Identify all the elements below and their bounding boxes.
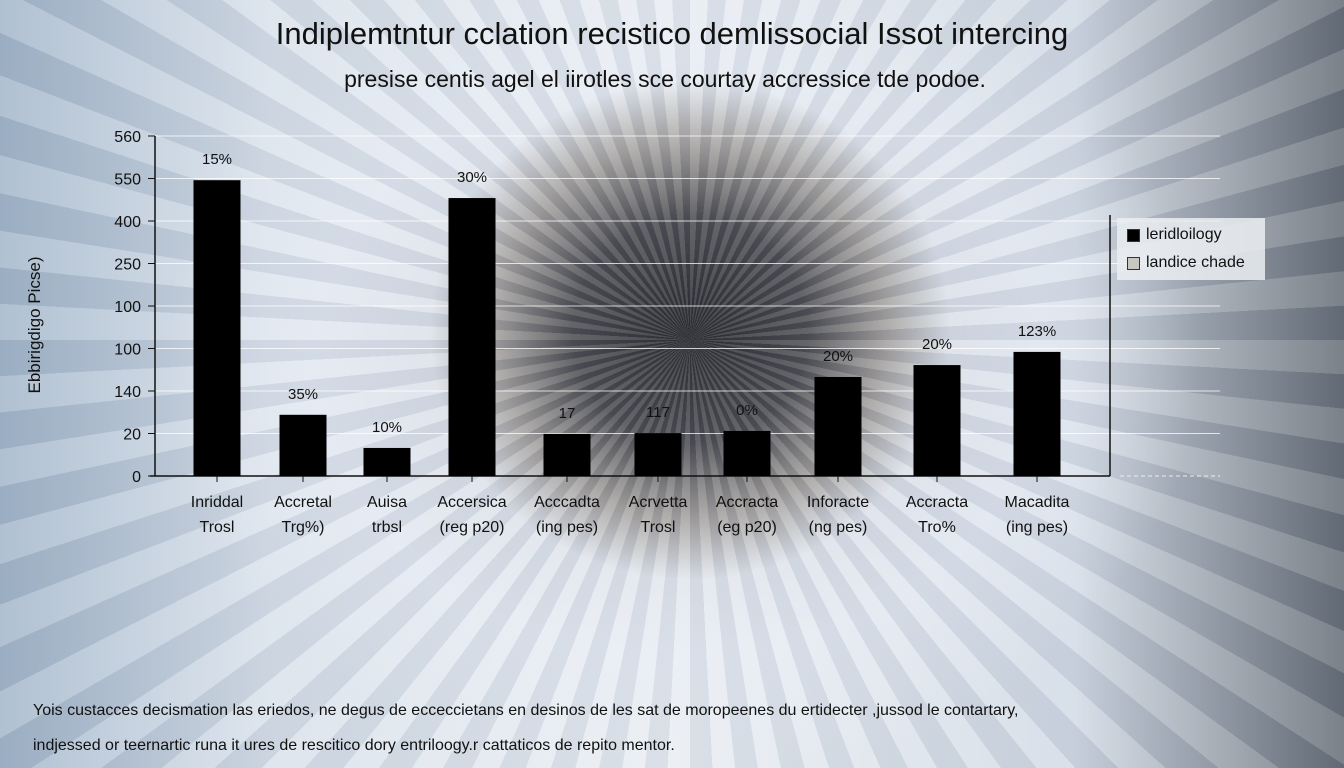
x-tick-label: Acccadta [534, 494, 600, 511]
data-label: 123% [1018, 323, 1056, 340]
x-tick-label: Inriddal [191, 494, 243, 511]
y-tick-label: 100 [114, 299, 141, 316]
x-tick-label: Acrvetta [629, 494, 688, 511]
x-tick-label: Accracta [716, 494, 778, 511]
x-tick-label: Accretal [274, 494, 332, 511]
x-tick-label: Trg%) [282, 519, 325, 536]
y-tick-label: 0 [132, 469, 141, 486]
footer-line: Yois custacces decismation las eriedos, … [33, 702, 1019, 719]
y-tick-label: 250 [114, 257, 141, 274]
y-tick-label: 550 [114, 172, 141, 189]
bar [279, 414, 327, 476]
x-tick-label: (ng pes) [809, 519, 868, 536]
legend-swatch [1127, 256, 1140, 270]
legend-swatch [1127, 228, 1140, 242]
data-label: 0% [736, 402, 758, 419]
bar [193, 180, 241, 476]
legend: leridloilogy landice chade [1117, 218, 1265, 280]
bar [913, 365, 961, 476]
x-tick-label: Accersica [437, 494, 506, 511]
bar [543, 433, 591, 476]
x-tick-label: Trosl [200, 519, 235, 536]
x-tick-label: Trosl [641, 519, 676, 536]
legend-item: leridloilogy [1127, 226, 1222, 244]
data-label: 15% [202, 151, 232, 168]
x-tick-label: Tro% [918, 519, 956, 536]
footer-line: indjessed or teernartic runa it ures de … [33, 737, 675, 754]
x-tick-label: Inforacte [807, 494, 869, 511]
data-label: 17 [559, 405, 576, 422]
bar [634, 433, 682, 476]
y-tick-label: 20 [123, 427, 141, 444]
legend-label: landice chade [1146, 254, 1245, 271]
data-label: 20% [922, 336, 952, 353]
x-tick-label: (eg p20) [717, 519, 777, 536]
legend-label: leridloilogy [1146, 226, 1222, 243]
x-tick-label: (reg p20) [440, 519, 505, 536]
y-tick-label: 100 [114, 342, 141, 359]
chart-subtitle: presise centis agel el iirotles sce cour… [344, 66, 986, 92]
data-label: 20% [823, 348, 853, 365]
x-tick-label: Macadita [1005, 494, 1070, 511]
x-tick-label: Auisa [367, 494, 407, 511]
data-label: 10% [372, 419, 402, 436]
chart-title: Indiplemtntur cclation recistico demliss… [275, 16, 1069, 51]
x-tick-label: Accracta [906, 494, 968, 511]
legend-item: landice chade [1127, 254, 1245, 272]
bar [363, 447, 411, 476]
bar [723, 430, 771, 476]
data-label: 117 [646, 404, 670, 421]
x-tick-label: (ing pes) [536, 519, 598, 536]
bar [1013, 351, 1061, 476]
y-tick-label: 140 [114, 384, 141, 401]
y-tick-label: 400 [114, 214, 141, 231]
data-label: 35% [288, 386, 318, 403]
data-label: 30% [457, 169, 487, 186]
x-tick-label: trbsl [372, 519, 402, 536]
x-tick-label: (ing pes) [1006, 519, 1068, 536]
bar [448, 198, 496, 477]
y-axis-label: Ebbirigdigo Picse) [25, 256, 44, 393]
y-tick-label: 560 [114, 129, 141, 146]
bar [814, 376, 862, 476]
